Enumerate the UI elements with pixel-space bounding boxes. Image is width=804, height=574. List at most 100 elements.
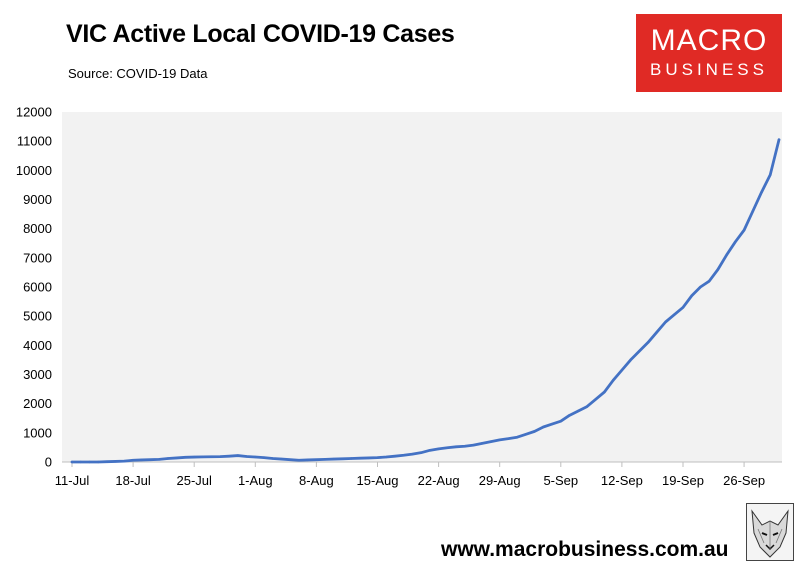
y-tick-label: 3000 — [23, 367, 52, 382]
data-point — [454, 445, 458, 449]
data-point — [245, 455, 248, 458]
data-point — [271, 457, 274, 460]
plot-area — [62, 112, 782, 462]
data-point — [550, 422, 554, 426]
y-tick-label: 6000 — [23, 280, 52, 295]
data-point — [323, 458, 327, 461]
data-point — [236, 454, 240, 457]
data-point — [254, 455, 257, 459]
data-point — [716, 268, 720, 271]
data-point — [489, 440, 493, 443]
x-tick-label: 12-Sep — [601, 473, 643, 488]
data-point — [315, 458, 318, 461]
data-point — [629, 358, 632, 362]
data-point — [515, 436, 519, 439]
data-point — [297, 459, 301, 462]
data-point — [681, 306, 685, 309]
x-tick-label: 1-Aug — [238, 473, 273, 488]
data-point — [280, 457, 283, 461]
data-point — [411, 452, 414, 456]
data-point — [646, 341, 650, 344]
data-point — [393, 454, 397, 458]
data-point — [742, 228, 746, 232]
x-tick-label: 15-Aug — [357, 473, 399, 488]
y-tick-label: 8000 — [23, 221, 52, 236]
data-point — [262, 456, 266, 459]
data-point — [105, 460, 109, 463]
data-point — [419, 451, 423, 454]
data-point — [446, 446, 449, 449]
y-tick-label: 0 — [45, 455, 52, 470]
data-point — [175, 456, 178, 460]
x-tick-label: 25-Jul — [176, 473, 212, 488]
y-tick-label: 10000 — [16, 163, 52, 178]
x-tick-label: 29-Aug — [479, 473, 521, 488]
logo-line-2: BUSINESS — [650, 60, 768, 79]
data-point — [289, 458, 292, 461]
data-point — [201, 455, 205, 459]
data-points — [70, 138, 781, 464]
chart-source: Source: COVID-19 Data — [68, 66, 208, 81]
data-point — [306, 458, 309, 462]
data-point — [131, 459, 135, 462]
data-point — [498, 438, 501, 442]
data-point — [760, 191, 763, 194]
y-tick-label: 11000 — [17, 134, 52, 149]
data-point — [769, 173, 772, 176]
data-point — [594, 398, 597, 401]
data-point — [559, 419, 562, 423]
logo-line-1: MACRO — [650, 24, 768, 57]
data-point — [673, 313, 676, 316]
data-point — [358, 457, 362, 460]
data-point — [481, 442, 484, 445]
data-point — [210, 455, 213, 458]
data-point — [542, 425, 545, 429]
x-tick-label: 19-Sep — [662, 473, 704, 488]
website-link[interactable]: www.macrobusiness.com.au — [441, 538, 729, 561]
data-point — [385, 455, 388, 459]
chart-title: VIC Active Local COVID-19 Cases — [66, 20, 455, 48]
data-point — [585, 405, 589, 408]
y-tick-label: 5000 — [23, 309, 52, 324]
data-point — [777, 138, 781, 141]
data-point — [664, 320, 667, 324]
series-line-active-cases — [70, 138, 781, 464]
data-point — [568, 414, 571, 417]
data-point — [402, 454, 405, 457]
data-point — [690, 294, 693, 297]
data-point — [611, 379, 615, 382]
line-chart: 0 1000 2000 3000 4000 5000 6000 7000 8000 9000 100… — [16, 105, 782, 488]
data-point — [96, 460, 100, 464]
data-point — [332, 457, 336, 461]
data-point — [341, 457, 344, 460]
x-tick-label: 11-Jul — [55, 473, 90, 488]
data-point — [149, 458, 152, 461]
data-point — [533, 430, 536, 433]
x-tick-label: 26-Sep — [723, 473, 765, 488]
y-tick-label: 4000 — [23, 338, 52, 353]
x-tick-label: 22-Aug — [418, 473, 460, 488]
y-tick-label: 9000 — [23, 192, 52, 207]
data-point — [524, 433, 528, 436]
macrobusiness-logo[interactable]: MACRO BUSINESS — [636, 14, 782, 92]
data-point — [638, 349, 641, 353]
x-tick-label: 18-Jul — [115, 473, 151, 488]
y-tick-label: 7000 — [23, 250, 52, 265]
x-tick-label: 8-Aug — [299, 473, 334, 488]
data-point — [603, 390, 606, 394]
data-point — [227, 454, 231, 458]
x-tick-label: 5-Sep — [543, 473, 578, 488]
data-point — [184, 456, 187, 459]
data-point — [350, 457, 353, 460]
data-point — [192, 455, 196, 459]
wolf-logo-icon — [746, 503, 794, 561]
data-point — [428, 449, 432, 452]
data-point — [88, 460, 91, 464]
y-tick-label: 1000 — [23, 425, 52, 440]
data-point — [123, 459, 126, 463]
y-tick-label: 12000 — [16, 105, 52, 120]
data-point — [140, 458, 144, 462]
data-point — [463, 445, 466, 448]
data-point — [367, 456, 370, 460]
data-point — [70, 460, 74, 464]
